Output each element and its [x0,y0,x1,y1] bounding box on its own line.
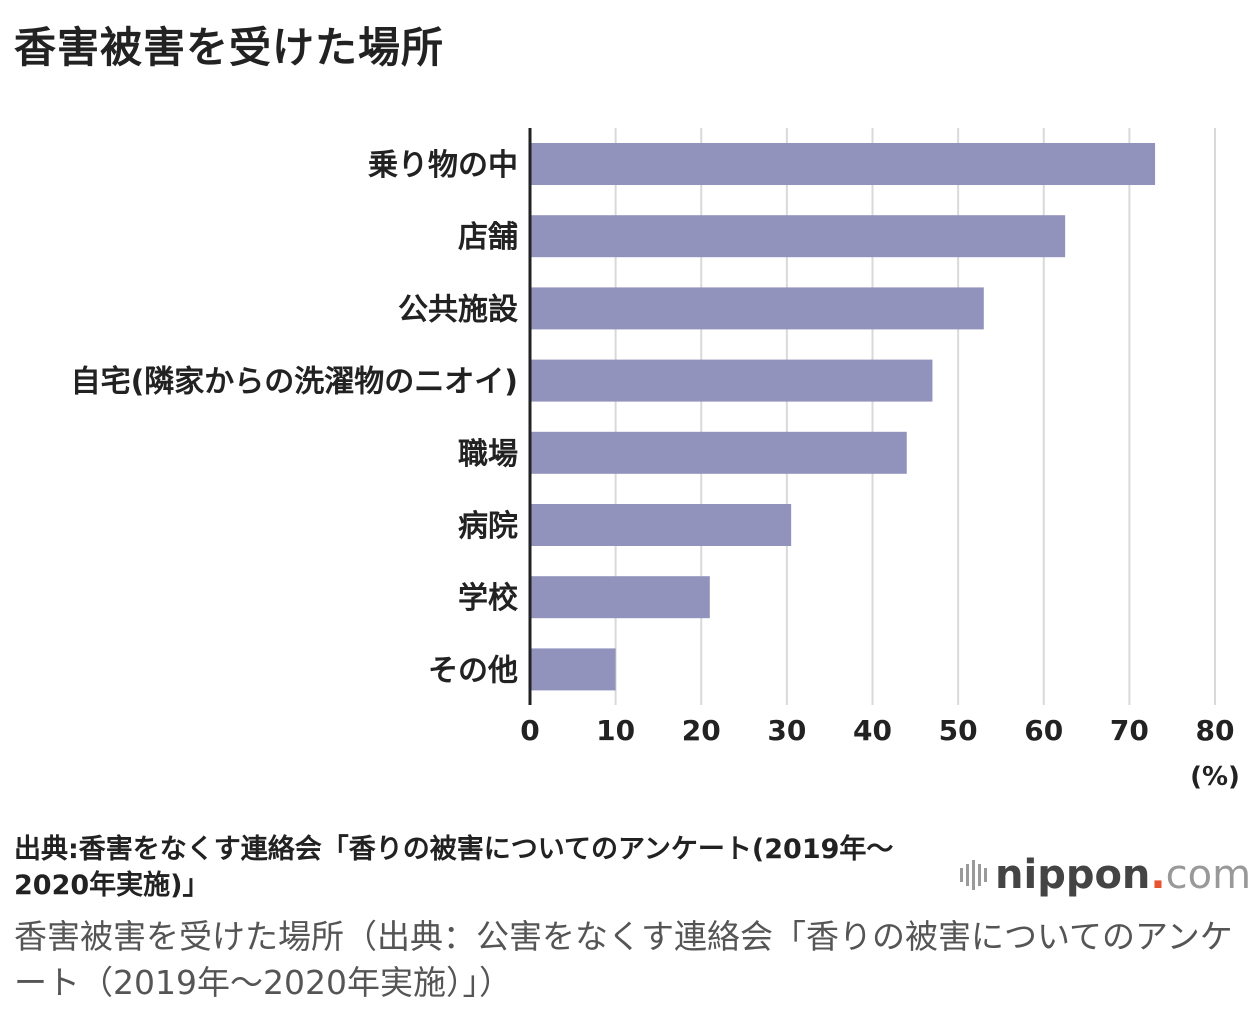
bar [530,215,1066,258]
x-tick-label: 10 [596,714,635,747]
sound-bars-icon [960,860,987,890]
chart-title: 香害被害を受けた場所 [14,23,445,72]
source-note: 出典:香害をなくす連絡会「香りの被害についてのアンケート(2019年〜2020年… [14,834,894,901]
bar [530,504,792,546]
x-tick-label: 40 [853,714,892,747]
nippon-logo[interactable]: nippon. com [960,850,1251,900]
category-label: 店舗 [458,220,518,255]
logo-tld: com [1165,852,1252,898]
x-tick-label: 60 [1024,714,1063,747]
category-label: 公共施設 [398,292,518,327]
category-label: 病院 [458,509,518,544]
tick-labels: 0 10 20 30 40 50 60 70 80 [520,714,1234,747]
bar [530,648,616,691]
x-tick-label: 50 [939,714,978,747]
x-tick-label: 20 [682,714,721,747]
category-label: 自宅(隣家からの洗濯物のニオイ) [71,365,518,400]
image-caption: 香害被害を受けた場所（出典：公害をなくす連絡会「香りの被害についてのアンケート（… [14,917,1233,1002]
x-tick-label: 0 [520,714,539,747]
bar [530,359,933,402]
category-label: その他 [428,653,518,688]
logo-dot: . [1150,852,1166,898]
bar [530,431,907,474]
category-label: 学校 [458,581,518,616]
x-tick-label: 80 [1196,714,1235,747]
bar [530,143,1156,185]
bar [530,576,710,619]
category-label: 乗り物の中 [368,148,518,183]
bar [530,287,984,330]
x-tick-label: 30 [767,714,806,747]
logo-name: nippon [995,852,1151,898]
grid-lines [614,128,1216,705]
x-tick-label: 70 [1110,714,1149,747]
unit-label: (%) [1190,762,1240,792]
bars [530,143,1156,691]
category-label: 職場 [458,437,518,472]
